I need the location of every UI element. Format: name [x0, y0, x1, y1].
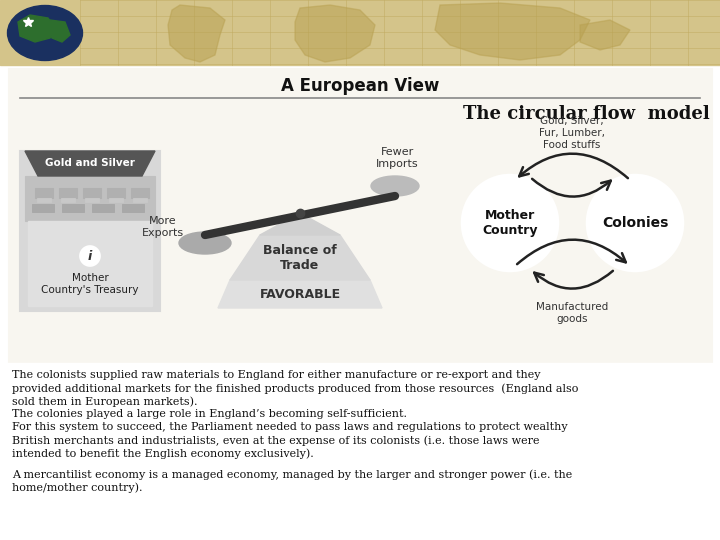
Polygon shape — [435, 3, 590, 60]
Text: More
Exports: More Exports — [142, 216, 184, 238]
Text: The colonists supplied raw materials to England for either manufacture or re-exp: The colonists supplied raw materials to … — [12, 370, 541, 380]
Text: Gold and Silver: Gold and Silver — [45, 158, 135, 168]
Polygon shape — [48, 20, 70, 42]
Text: Manufactured
goods: Manufactured goods — [536, 302, 608, 324]
Bar — [133, 198, 147, 202]
Polygon shape — [260, 213, 340, 235]
Polygon shape — [18, 15, 55, 42]
Text: intended to benefit the English economy exclusively).: intended to benefit the English economy … — [12, 448, 314, 458]
Text: provided additional markets for the finished products produced from those resour: provided additional markets for the fini… — [12, 383, 578, 394]
Bar — [131, 188, 149, 198]
Bar — [35, 188, 53, 198]
FancyArrowPatch shape — [519, 154, 628, 178]
Bar — [25, 176, 155, 221]
Bar — [109, 198, 123, 202]
Text: Mother
Country's Treasury: Mother Country's Treasury — [41, 273, 139, 295]
Bar — [83, 188, 101, 198]
Bar — [37, 198, 51, 202]
Polygon shape — [218, 280, 382, 308]
Circle shape — [462, 175, 558, 271]
Text: home/mother country).: home/mother country). — [12, 482, 143, 492]
Text: sold them in European markets).: sold them in European markets). — [12, 396, 197, 407]
FancyArrowPatch shape — [517, 240, 626, 264]
Bar — [32, 204, 54, 212]
Text: Colonies: Colonies — [602, 216, 668, 230]
Text: Fewer
Imports: Fewer Imports — [376, 147, 418, 169]
Text: British merchants and industrialists, even at the expense of its colonists (i.e.: British merchants and industrialists, ev… — [12, 435, 539, 445]
Text: The circular flow  model: The circular flow model — [463, 105, 710, 123]
Text: Balance of
Trade: Balance of Trade — [263, 244, 337, 272]
Bar — [107, 188, 125, 198]
Ellipse shape — [371, 176, 419, 196]
Text: A mercantilist economy is a managed economy, managed by the larger and stronger : A mercantilist economy is a managed econ… — [12, 469, 572, 480]
FancyArrowPatch shape — [534, 271, 613, 288]
Bar — [8, 68, 712, 363]
Polygon shape — [168, 5, 225, 62]
Text: FAVORABLE: FAVORABLE — [259, 287, 341, 300]
Polygon shape — [25, 151, 155, 176]
Bar — [122, 204, 144, 212]
Ellipse shape — [179, 232, 231, 254]
Bar — [0, 0, 720, 65]
Bar — [59, 188, 77, 198]
Text: Mother
Country: Mother Country — [482, 209, 538, 237]
Circle shape — [80, 246, 100, 266]
FancyArrowPatch shape — [532, 179, 611, 197]
Text: i: i — [88, 249, 92, 262]
Polygon shape — [580, 20, 630, 50]
Bar — [20, 151, 160, 311]
Circle shape — [587, 175, 683, 271]
Polygon shape — [230, 235, 370, 280]
Text: For this system to succeed, the Parliament needed to pass laws and regulations t: For this system to succeed, the Parliame… — [12, 422, 567, 432]
Text: The colonies played a large role in England’s becoming self-sufficient.: The colonies played a large role in Engl… — [12, 409, 407, 419]
Ellipse shape — [7, 5, 83, 60]
Bar — [61, 198, 75, 202]
Bar — [62, 204, 84, 212]
Bar — [28, 221, 152, 306]
Polygon shape — [295, 5, 375, 62]
Bar — [85, 198, 99, 202]
Text: A European View: A European View — [281, 77, 439, 95]
Bar — [92, 204, 114, 212]
Text: Gold, Silver,
Fur, Lumber,
Food stuffs: Gold, Silver, Fur, Lumber, Food stuffs — [539, 117, 605, 150]
Bar — [0, 363, 720, 540]
